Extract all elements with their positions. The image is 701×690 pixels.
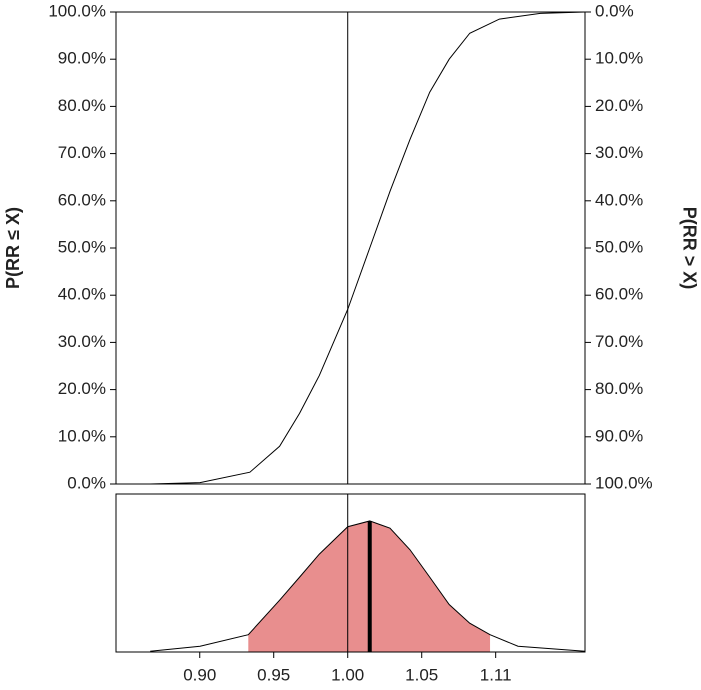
y-tick-label: 20.0% xyxy=(58,379,106,398)
y2-tick-label: 70.0% xyxy=(595,332,643,351)
y-tick-label: 70.0% xyxy=(58,143,106,162)
y-tick-label: 100.0% xyxy=(48,1,106,20)
y2-tick-label: 80.0% xyxy=(595,379,643,398)
y2-tick-label: 90.0% xyxy=(595,426,643,445)
cdf-line xyxy=(150,11,586,485)
y-tick-label: 50.0% xyxy=(58,237,106,256)
plot-frame xyxy=(115,493,586,653)
y2-tick-label: 10.0% xyxy=(595,49,643,68)
y-tick-label: 80.0% xyxy=(58,96,106,115)
y2-tick-label: 100.0% xyxy=(595,473,653,492)
y-axis-title: P(RR ≤ X) xyxy=(3,207,23,289)
x-tick-label: 0.90 xyxy=(183,665,216,684)
x-tick-label: 0.95 xyxy=(257,665,290,684)
plot-frame xyxy=(115,11,586,485)
y-tick-label: 30.0% xyxy=(58,332,106,351)
y-tick-label: 10.0% xyxy=(58,426,106,445)
x-tick-label: 1.11 xyxy=(480,665,512,684)
y2-tick-label: 40.0% xyxy=(595,190,643,209)
y2-tick-label: 30.0% xyxy=(595,143,643,162)
y2-tick-label: 50.0% xyxy=(595,237,643,256)
x-tick-label: 1.00 xyxy=(331,665,364,684)
y2-tick-label: 20.0% xyxy=(595,96,643,115)
y-tick-label: 40.0% xyxy=(58,285,106,304)
y-tick-label: 0.0% xyxy=(67,473,106,492)
y-tick-label: 60.0% xyxy=(58,190,106,209)
density-line xyxy=(150,520,586,652)
y-tick-label: 90.0% xyxy=(58,49,106,68)
x-tick-label: 1.05 xyxy=(405,665,438,684)
y2-tick-label: 60.0% xyxy=(595,285,643,304)
y2-axis-title: P(RR > X) xyxy=(679,207,699,290)
y2-tick-label: 0.0% xyxy=(595,1,634,20)
